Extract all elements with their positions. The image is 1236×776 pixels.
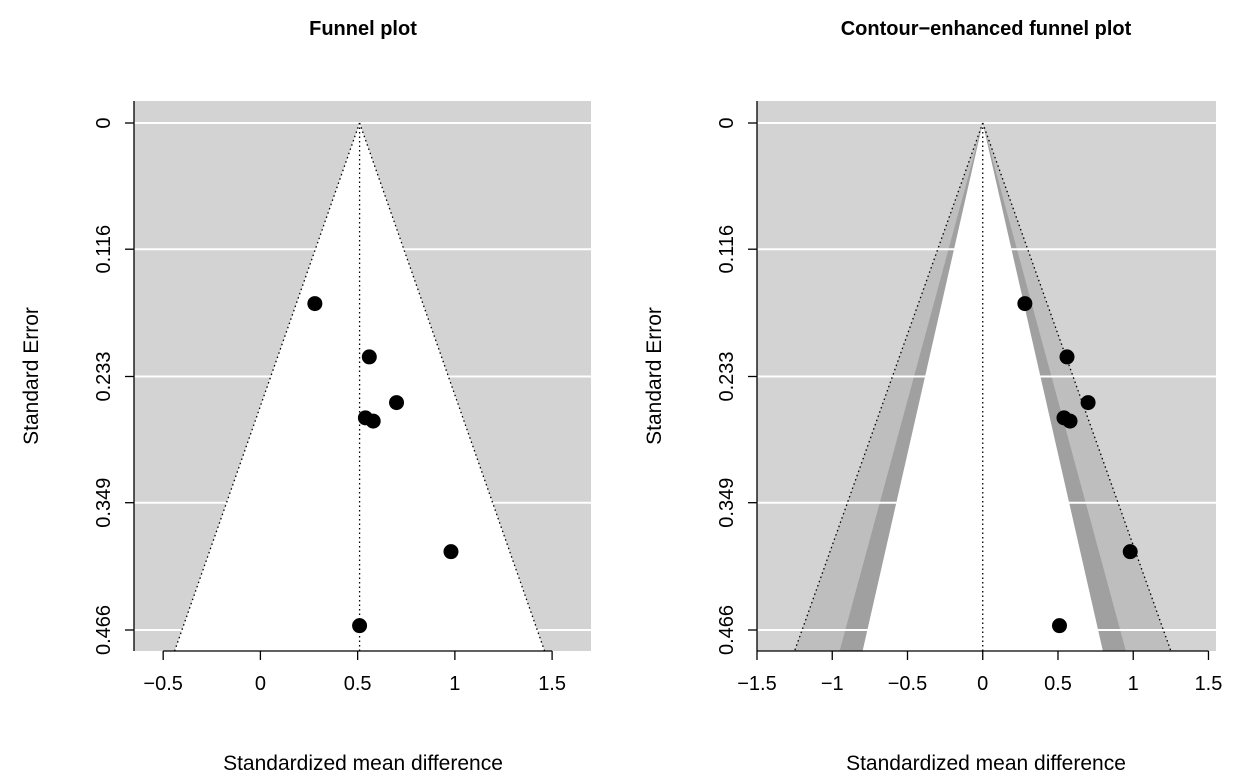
right-data-point <box>1122 544 1138 560</box>
left-funnel-edge-right <box>358 122 546 651</box>
right-chart-title: Contour−enhanced funnel plot <box>841 18 1132 40</box>
left-chart-title: Funnel plot <box>309 18 417 40</box>
left-x-tick-label: 1 <box>449 673 460 695</box>
left-data-point <box>361 349 377 365</box>
right-x-tick-label: 1 <box>1128 673 1139 695</box>
left-funnel-region <box>174 123 545 651</box>
left-data-point <box>307 296 323 312</box>
right-x-tick-label: −1 <box>821 673 844 695</box>
left-x-tick-label: 0 <box>255 673 266 695</box>
left-x-axis-label: Standardized mean difference <box>223 752 503 775</box>
left-y-axis-label: Standard Error <box>20 307 43 445</box>
right-x-tick-label: 0.5 <box>1044 673 1072 695</box>
right-data-point <box>1051 618 1067 634</box>
right-y-tick-label: 0.349 <box>716 478 738 528</box>
right-y-tick-label: 0 <box>716 117 738 128</box>
left-plot-panel: −0.5 0 0.5 1 1.5 0 0.116 0.233 0.349 0.466 <box>93 101 591 695</box>
left-y-tick-label: 0.349 <box>93 478 115 528</box>
right-data-point <box>1059 349 1075 365</box>
left-x-tick-label: −0.5 <box>143 673 182 695</box>
right-x-tick-label: −0.5 <box>888 673 927 695</box>
left-funnel-edge-left <box>173 122 361 651</box>
right-contour-edge-left <box>793 122 984 651</box>
left-y-tick-label: 0.233 <box>93 351 115 401</box>
right-y-tick-label: 0.233 <box>716 351 738 401</box>
left-x-tick-label: 0.5 <box>344 673 372 695</box>
right-data-point <box>1080 395 1096 411</box>
left-data-point <box>352 618 368 634</box>
right-x-tick-label: −1.5 <box>737 673 776 695</box>
left-y-tick-label: 0 <box>93 117 115 128</box>
left-data-point <box>365 413 381 429</box>
left-data-point <box>389 395 405 411</box>
right-x-axis-label: Standardized mean difference <box>846 752 1126 775</box>
right-y-tick-label: 0.466 <box>716 605 738 655</box>
right-plot-panel: −1.5 −1 −0.5 0 0.5 1 1.5 0 0.116 0.233 0.349 0.466 <box>716 101 1222 695</box>
right-data-point <box>1017 296 1033 312</box>
right-x-tick-label: 1.5 <box>1195 673 1223 695</box>
right-data-point <box>1062 413 1078 429</box>
left-y-tick-label: 0.466 <box>93 605 115 655</box>
right-contour-90 <box>862 123 1103 651</box>
left-data-point <box>443 544 459 560</box>
right-x-tick-label: 0 <box>977 673 988 695</box>
right-y-tick-label: 0.116 <box>716 225 738 274</box>
left-plot-area <box>134 101 591 651</box>
left-x-tick-label: 1.5 <box>538 673 566 695</box>
right-plot-area <box>757 101 1216 651</box>
right-contour-edge-right <box>982 122 1172 651</box>
right-y-axis-label: Standard Error <box>643 307 666 445</box>
left-y-tick-label: 0.116 <box>93 225 115 274</box>
